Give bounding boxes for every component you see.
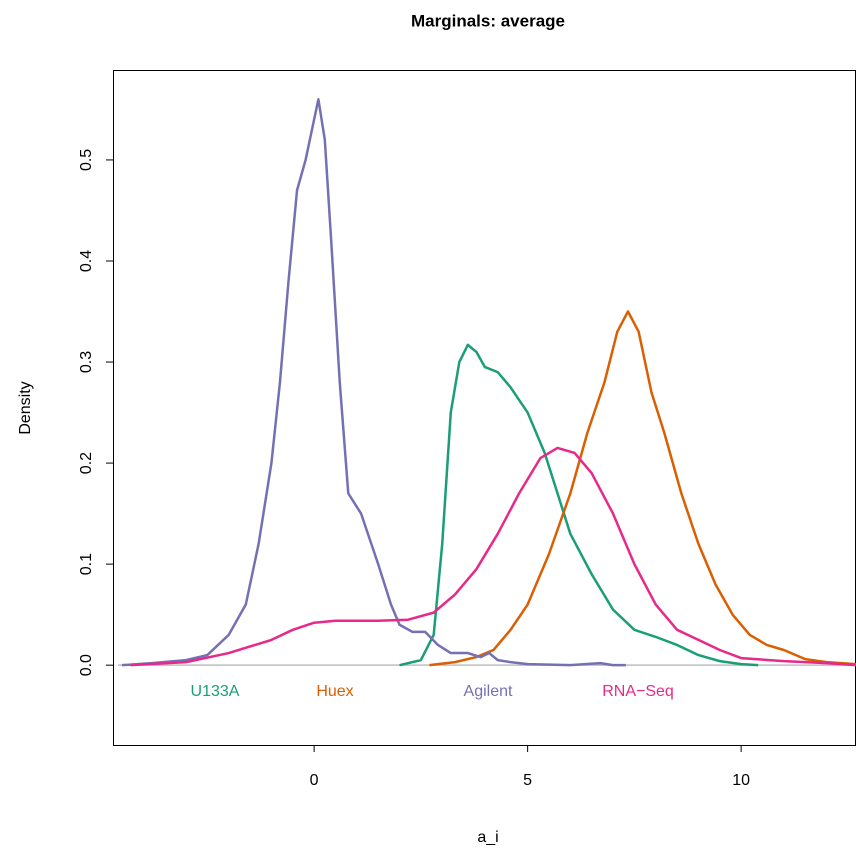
series-label: RNA−Seq xyxy=(602,683,674,700)
y-tick-label: 0.0 xyxy=(78,654,95,676)
density-line xyxy=(130,446,856,667)
density-line xyxy=(429,310,856,667)
chart-title: Marginals: average xyxy=(411,11,565,30)
x-tick-label: 10 xyxy=(732,772,750,789)
series-label: Agilent xyxy=(464,683,513,700)
y-tick-label: 0.1 xyxy=(78,553,95,575)
y-tick-label: 0.3 xyxy=(78,351,95,373)
density-line xyxy=(399,343,759,667)
series-label: U133A xyxy=(191,683,240,700)
x-tick-label: 5 xyxy=(523,772,532,789)
density-line xyxy=(121,98,626,667)
y-tick-label: 0.5 xyxy=(78,149,95,171)
y-axis-label: Density xyxy=(17,381,34,434)
y-tick-label: 0.4 xyxy=(78,250,95,272)
x-tick-label: 0 xyxy=(310,772,319,789)
series-label: Huex xyxy=(316,683,353,700)
plot-frame xyxy=(113,70,856,746)
y-tick-label: 0.2 xyxy=(78,452,95,474)
x-axis-label: a_i xyxy=(477,829,498,846)
